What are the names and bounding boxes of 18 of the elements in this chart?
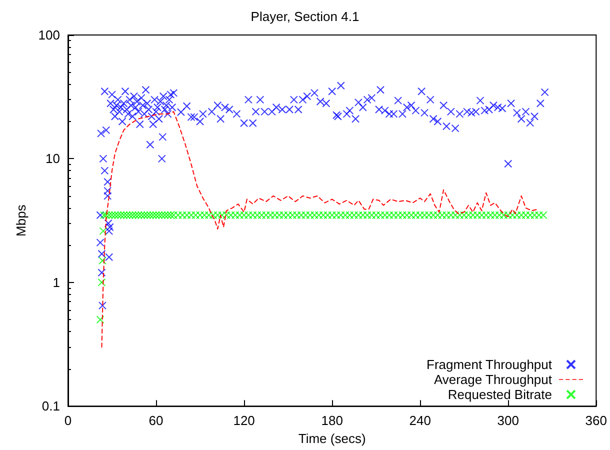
x-tick-label: 240: [409, 413, 431, 428]
x-tick-label: 60: [148, 413, 164, 428]
x-tick-label: 360: [585, 413, 608, 428]
legend-label: Requested Bitrate: [448, 387, 552, 402]
chart-title: Player, Section 4.1: [250, 9, 360, 24]
legend-label: Fragment Throughput: [426, 357, 552, 372]
x-tick-label: 180: [321, 413, 343, 428]
x-tick-label: 0: [64, 413, 72, 428]
y-tick-label: 1: [52, 274, 60, 290]
x-tick-label: 120: [233, 413, 255, 428]
y-tick-label: 100: [38, 28, 60, 42]
y-tick-label: 0.1: [42, 398, 60, 414]
y-axis-title: Mbps: [13, 204, 28, 236]
y-tick-label: 10: [46, 151, 60, 166]
x-axis-title: Time (secs): [298, 431, 366, 446]
x-tick-label: 300: [497, 413, 519, 428]
line-series: [101, 111, 538, 348]
legend-label: Average Throughput: [434, 372, 552, 387]
